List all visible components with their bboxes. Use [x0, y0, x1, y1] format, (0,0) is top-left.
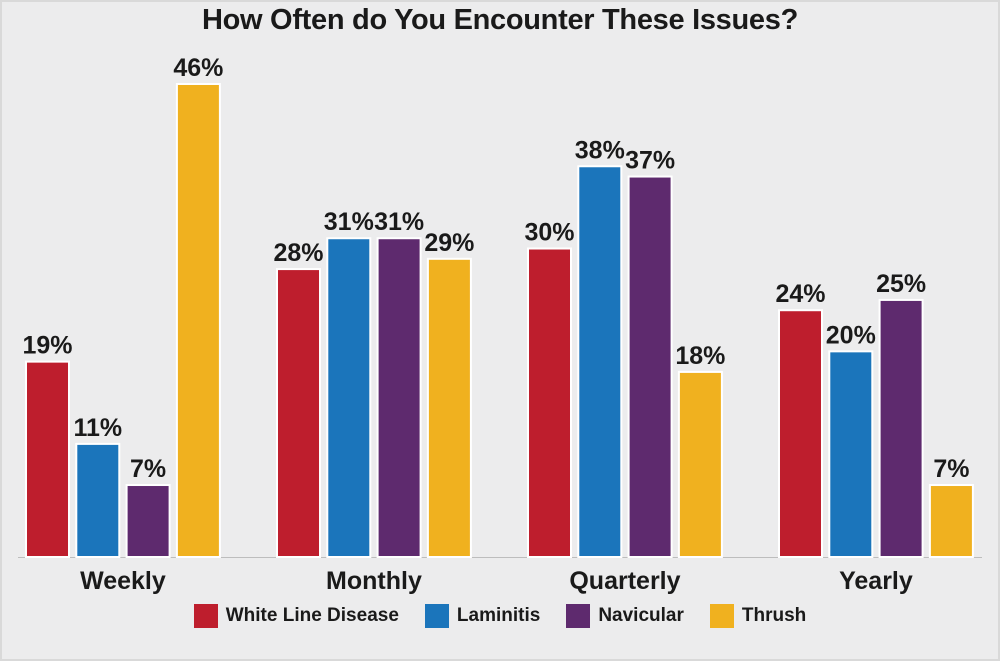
- data-label-quarterly-thrush: 18%: [675, 342, 725, 370]
- legend-swatch: [709, 604, 734, 628]
- data-label-monthly-thrush: 29%: [424, 229, 474, 257]
- data-label-yearly-laminitis: 20%: [826, 321, 876, 349]
- legend-item-laminitis: Laminitis: [424, 604, 541, 628]
- bar-yearly-navicular: [878, 298, 924, 558]
- data-label-quarterly-white-line-disease: 30%: [524, 219, 574, 247]
- bar-weekly-white-line-disease: [25, 360, 70, 558]
- data-label-monthly-laminitis: 31%: [324, 208, 374, 236]
- data-label-weekly-white-line-disease: 19%: [22, 332, 72, 360]
- legend-label: White Line Disease: [225, 605, 399, 626]
- bar-quarterly-navicular: [627, 175, 673, 558]
- data-label-quarterly-navicular: 37%: [625, 147, 675, 175]
- data-label-yearly-navicular: 25%: [876, 270, 926, 298]
- data-label-monthly-white-line-disease: 28%: [273, 239, 323, 267]
- bar-quarterly-white-line-disease: [527, 247, 572, 559]
- data-label-weekly-navicular: 7%: [130, 455, 166, 483]
- bar-monthly-thrush: [426, 257, 472, 558]
- bar-weekly-laminitis: [75, 442, 121, 558]
- bar-yearly-laminitis: [828, 350, 874, 559]
- bar-quarterly-thrush: [677, 370, 723, 559]
- bar-monthly-navicular: [376, 237, 422, 558]
- bar-yearly-thrush: [928, 484, 974, 558]
- legend-label: Thrush: [741, 605, 807, 626]
- bar-yearly-white-line-disease: [778, 309, 823, 558]
- data-label-weekly-laminitis: 11%: [73, 414, 122, 442]
- legend-item-navicular: Navicular: [566, 604, 684, 628]
- category-label-yearly: Yearly: [839, 567, 913, 595]
- data-label-weekly-thrush: 46%: [173, 54, 223, 82]
- bar-monthly-white-line-disease: [276, 268, 321, 558]
- legend-item-white-line-disease: White Line Disease: [193, 604, 399, 628]
- bar-quarterly-laminitis: [577, 165, 623, 558]
- legend-label: Navicular: [598, 605, 684, 626]
- bar-monthly-laminitis: [326, 237, 372, 558]
- legend-swatch: [424, 604, 449, 628]
- data-label-quarterly-laminitis: 38%: [575, 136, 625, 164]
- category-label-quarterly: Quarterly: [569, 567, 680, 595]
- chart-title: How Often do You Encounter These Issues?: [201, 4, 798, 36]
- category-label-weekly: Weekly: [80, 567, 166, 595]
- bar-weekly-navicular: [125, 484, 171, 558]
- legend-swatch: [193, 604, 218, 628]
- legend-swatch: [566, 604, 591, 628]
- legend: White Line Disease Laminitis Navicular Thru…: [0, 604, 1000, 628]
- data-label-monthly-navicular: 31%: [374, 208, 424, 236]
- category-label-monthly: Monthly: [326, 567, 422, 595]
- legend-label: Laminitis: [456, 605, 541, 626]
- data-label-yearly-thrush: 7%: [933, 455, 969, 483]
- data-label-yearly-white-line-disease: 24%: [775, 280, 825, 308]
- legend-item-thrush: Thrush: [709, 604, 807, 628]
- bar-weekly-thrush: [175, 83, 221, 558]
